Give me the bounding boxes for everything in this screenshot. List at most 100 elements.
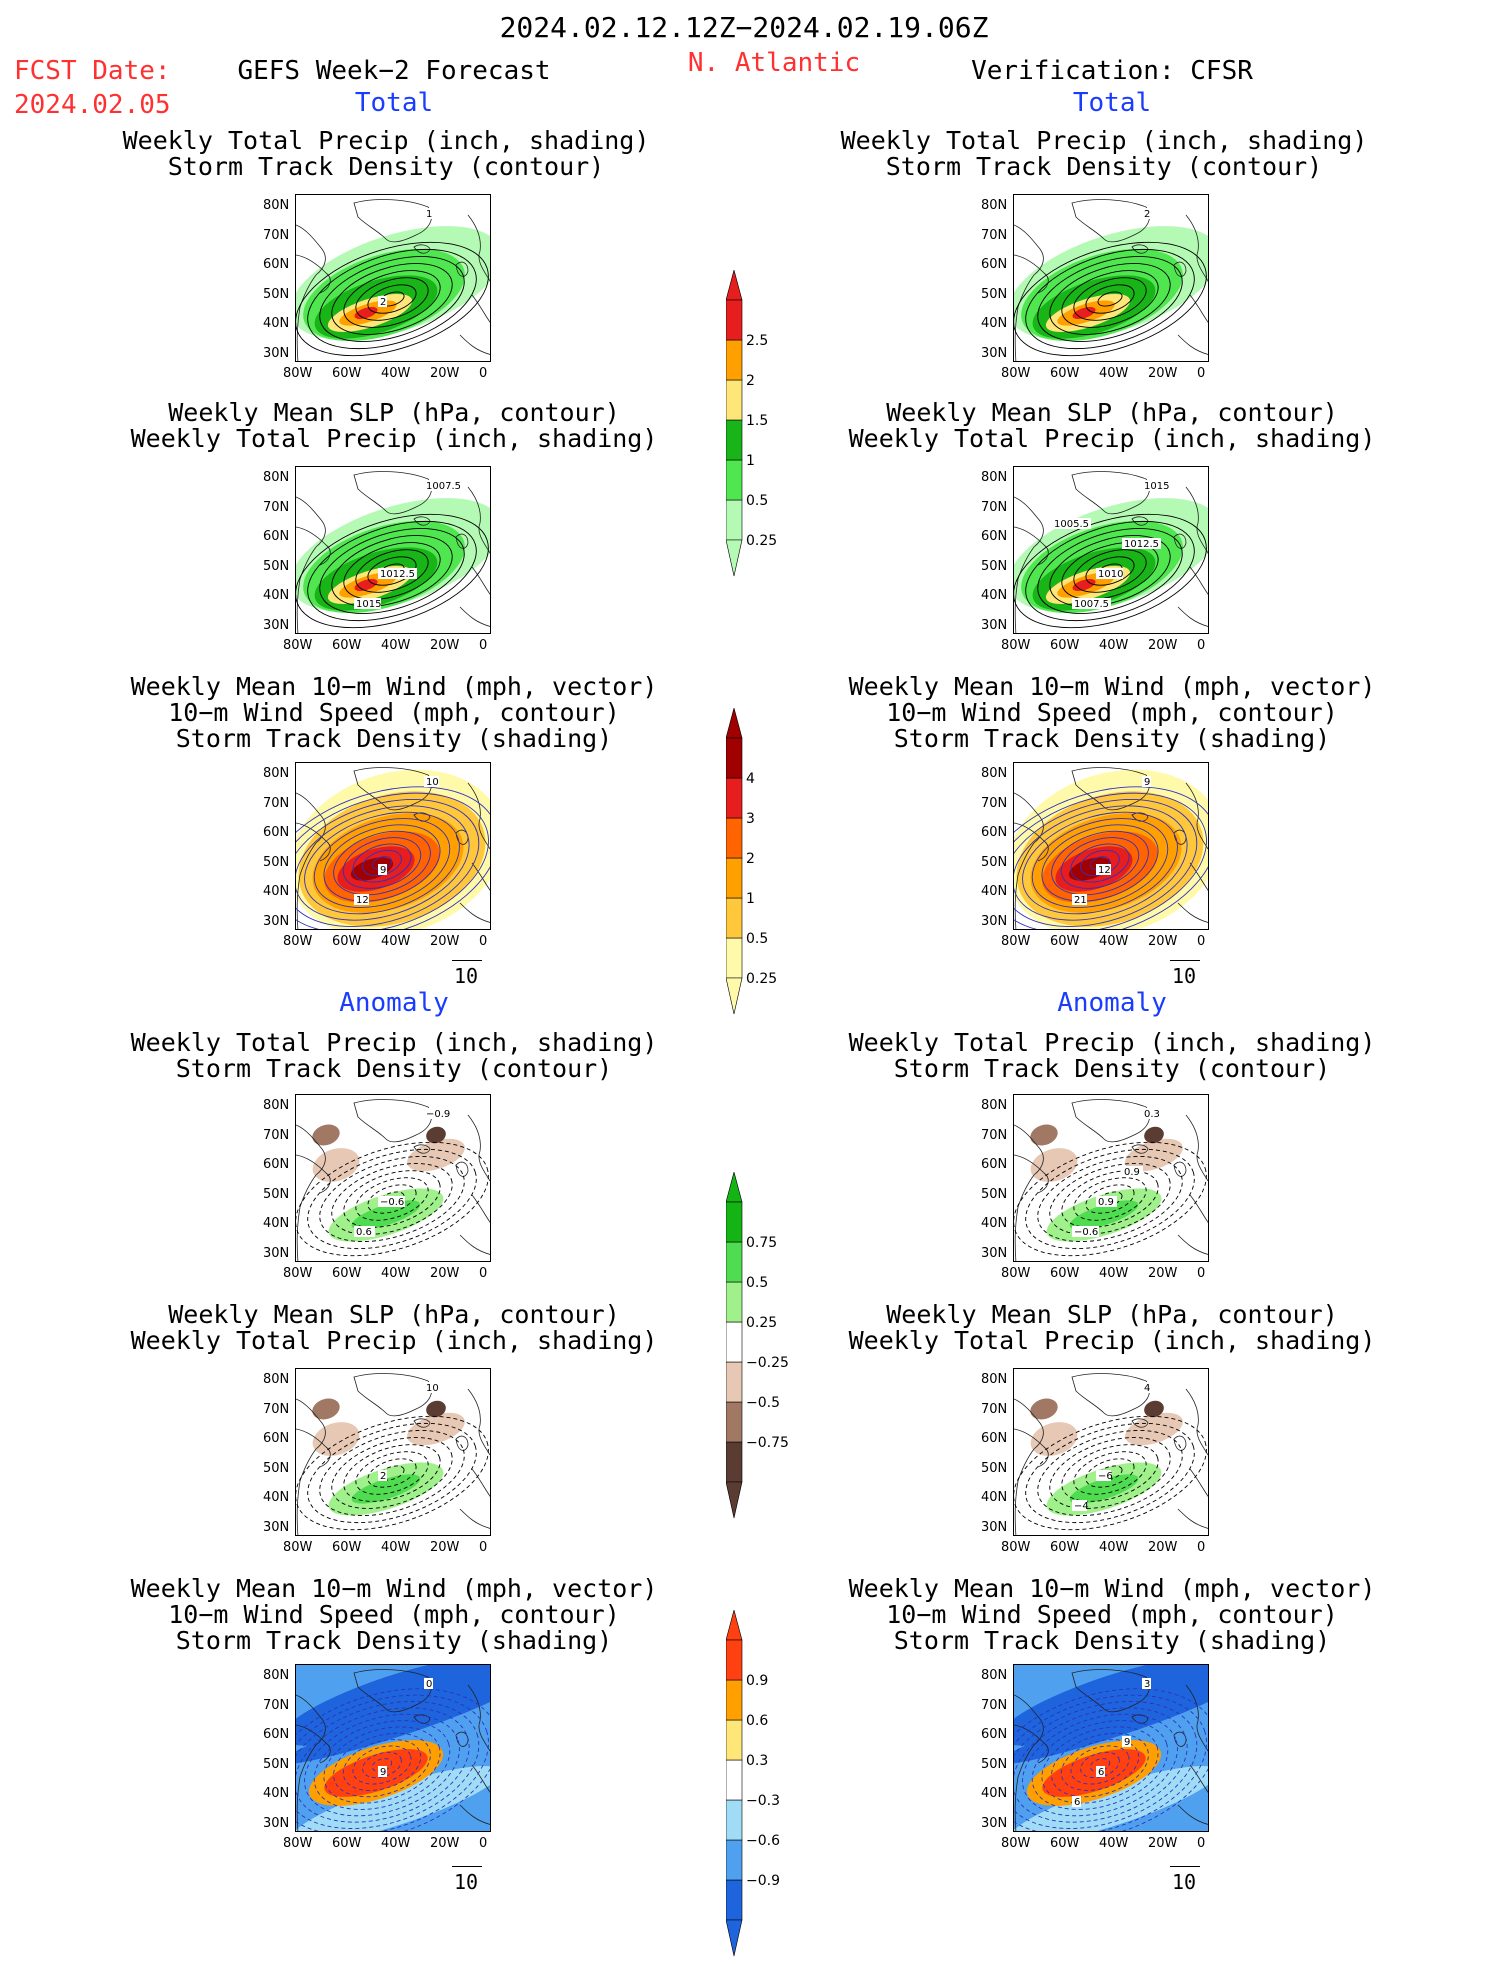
lon-tick-p2-ver-3: 20W	[1148, 638, 1178, 653]
colorbar-label-precip-anom-0: 0.75	[746, 1235, 778, 1251]
lat-tick-p2-fcst-4: 40N	[263, 588, 290, 603]
lon-tick-p1-ver-1: 60W	[1050, 366, 1080, 381]
date-range-title: 2024.02.12.12Z−2024.02.19.06Z	[499, 11, 989, 44]
colorbar-label-storm-anom-5: −0.9	[746, 1873, 780, 1889]
map-a2-fcst: 10 2	[295, 1368, 491, 1536]
lon-tick-a3-fcst-1: 60W	[332, 1836, 362, 1851]
map-a1-ver: 0.3 0.9 −0.6 0.9	[1013, 1094, 1209, 1262]
lat-tick-p1-fcst-5: 30N	[263, 345, 290, 361]
lat-tick-p1-fcst-4: 40N	[263, 316, 290, 331]
contour-label-p2-ver-1: 1010	[1098, 569, 1123, 580]
lon-tick-p3-fcst-1: 60W	[332, 934, 362, 949]
colorbar-label-storm-total-1: 3	[746, 811, 755, 827]
lon-tick-p3-ver-3: 20W	[1148, 934, 1178, 949]
lon-tick-a2-ver-4: 0	[1197, 1540, 1206, 1555]
lon-tick-a1-fcst-1: 60W	[332, 1266, 362, 1281]
colorbar-label-precip-total-5: 0.25	[746, 533, 778, 549]
contour-label-a1-fcst-0: −0.9	[426, 1109, 450, 1120]
contour-label-a2-ver-1: −6	[1098, 1471, 1113, 1482]
lon-tick-p2-ver-4: 0	[1197, 638, 1206, 653]
contour-label-a3-ver-1: 6	[1098, 1767, 1104, 1778]
lat-tick-p2-fcst-0: 80N	[263, 470, 290, 485]
lat-tick-p3-ver-1: 70N	[981, 795, 1008, 811]
lon-tick-a1-ver-2: 40W	[1099, 1266, 1129, 1281]
lat-tick-a1-ver-3: 50N	[981, 1186, 1008, 1202]
lon-tick-a3-ver-0: 80W	[1001, 1836, 1031, 1851]
lat-tick-a3-ver-1: 70N	[981, 1697, 1008, 1713]
map-a1-fcst: −0.9 −0.6 0.6	[295, 1094, 491, 1262]
contour-label-a3-ver-0: 3	[1144, 1679, 1150, 1690]
colorbar-label-storm-total-0: 4	[746, 771, 755, 787]
contour-label-a1-ver-2: −0.6	[1074, 1227, 1098, 1238]
colorbar-label-precip-total-0: 2.5	[746, 333, 769, 349]
lon-tick-a1-ver-0: 80W	[1001, 1266, 1031, 1281]
colorbar-label-storm-anom-0: 0.9	[746, 1673, 769, 1689]
lat-tick-a3-fcst-0: 80N	[263, 1668, 290, 1683]
contour-label-a2-fcst-0: 10	[426, 1383, 439, 1394]
contour-label-p2-fcst-0: 1007.5	[426, 481, 461, 492]
lon-tick-p3-fcst-4: 0	[479, 934, 488, 949]
lat-tick-p1-fcst-1: 70N	[263, 227, 290, 243]
contour-label-p2-ver-4: 1005.5	[1054, 519, 1089, 530]
lon-tick-a2-fcst-1: 60W	[332, 1540, 362, 1555]
lat-tick-a2-fcst-2: 60N	[263, 1431, 290, 1446]
lat-tick-p3-fcst-2: 60N	[263, 825, 290, 840]
lon-tick-a3-fcst-3: 20W	[430, 1836, 460, 1851]
title-a1-ver: Weekly Total Precip (inch, shading) Storm…	[848, 1028, 1376, 1083]
contour-label-p3-ver-2: 21	[1074, 895, 1087, 906]
section-anomaly-left: Anomaly	[339, 988, 449, 1018]
lat-tick-a3-ver-3: 50N	[981, 1756, 1008, 1772]
lat-tick-a2-ver-0: 80N	[981, 1372, 1008, 1387]
lon-tick-p3-fcst-3: 20W	[430, 934, 460, 949]
section-total-left: Total	[354, 88, 434, 118]
contour-label-a1-ver-1: 0.9	[1098, 1197, 1114, 1208]
lat-tick-p3-fcst-1: 70N	[263, 795, 290, 811]
lon-tick-p3-ver-0: 80W	[1001, 934, 1031, 949]
lon-tick-a1-ver-3: 20W	[1148, 1266, 1178, 1281]
lat-tick-p3-ver-3: 50N	[981, 854, 1008, 870]
lat-tick-p1-ver-4: 40N	[981, 316, 1008, 331]
lon-tick-a3-ver-1: 60W	[1050, 1836, 1080, 1851]
contour-label-a3-ver-2: 6	[1074, 1797, 1080, 1808]
colorbar-storm-anom	[725, 1608, 806, 1964]
lat-tick-a3-fcst-1: 70N	[263, 1697, 290, 1713]
colorbar-label-precip-total-1: 2	[746, 373, 755, 389]
lon-tick-a3-ver-2: 40W	[1099, 1836, 1129, 1851]
lon-tick-a3-fcst-4: 0	[479, 1836, 488, 1851]
lon-tick-p3-ver-4: 0	[1197, 934, 1206, 949]
lon-tick-p2-ver-2: 40W	[1099, 638, 1129, 653]
colorbar-precip-total	[725, 268, 806, 584]
contour-label-p3-ver-1: 12	[1098, 865, 1111, 876]
lat-tick-p3-fcst-3: 50N	[263, 854, 290, 870]
colorbar-label-precip-anom-4: −0.5	[746, 1395, 780, 1411]
lat-tick-a2-ver-2: 60N	[981, 1431, 1008, 1446]
fcst-date-label: FCST Date:	[14, 56, 171, 86]
colorbar-label-precip-anom-2: 0.25	[746, 1315, 778, 1331]
map-p2-ver: 1015 1010 1007.5 1012.5 1005.5	[1013, 466, 1209, 634]
lon-tick-a1-fcst-2: 40W	[381, 1266, 411, 1281]
title-p2-fcst: Weekly Mean SLP (hPa, contour) Weekly Tot…	[130, 398, 658, 453]
lat-tick-a1-ver-4: 40N	[981, 1216, 1008, 1231]
lon-tick-p1-ver-4: 0	[1197, 366, 1206, 381]
lat-tick-p3-ver-4: 40N	[981, 884, 1008, 899]
lat-tick-a3-fcst-3: 50N	[263, 1756, 290, 1772]
lat-tick-a2-ver-4: 40N	[981, 1490, 1008, 1505]
map-a2-ver: 4 −6 −4	[1013, 1368, 1209, 1536]
colorbar-label-storm-anom-3: −0.3	[746, 1793, 780, 1809]
lat-tick-a1-fcst-4: 40N	[263, 1216, 290, 1231]
lat-tick-a3-fcst-2: 60N	[263, 1727, 290, 1742]
lat-tick-p2-fcst-5: 30N	[263, 617, 290, 633]
lat-tick-a1-ver-0: 80N	[981, 1098, 1008, 1113]
contour-label-a2-fcst-1: 2	[380, 1471, 386, 1482]
title-p1-ver: Weekly Total Precip (inch, shading) Storm…	[840, 126, 1368, 181]
lat-tick-p3-fcst-4: 40N	[263, 884, 290, 899]
lat-tick-p2-ver-5: 30N	[981, 617, 1008, 633]
colorbar-storm-total	[725, 706, 806, 1022]
title-p3-fcst: Weekly Mean 10−m Wind (mph, vector) 10−m …	[130, 672, 658, 753]
lat-tick-p1-ver-0: 80N	[981, 198, 1008, 213]
lat-tick-a2-ver-5: 30N	[981, 1519, 1008, 1535]
lat-tick-a3-fcst-5: 30N	[263, 1815, 290, 1831]
contour-label-a2-ver-2: −4	[1074, 1501, 1089, 1512]
